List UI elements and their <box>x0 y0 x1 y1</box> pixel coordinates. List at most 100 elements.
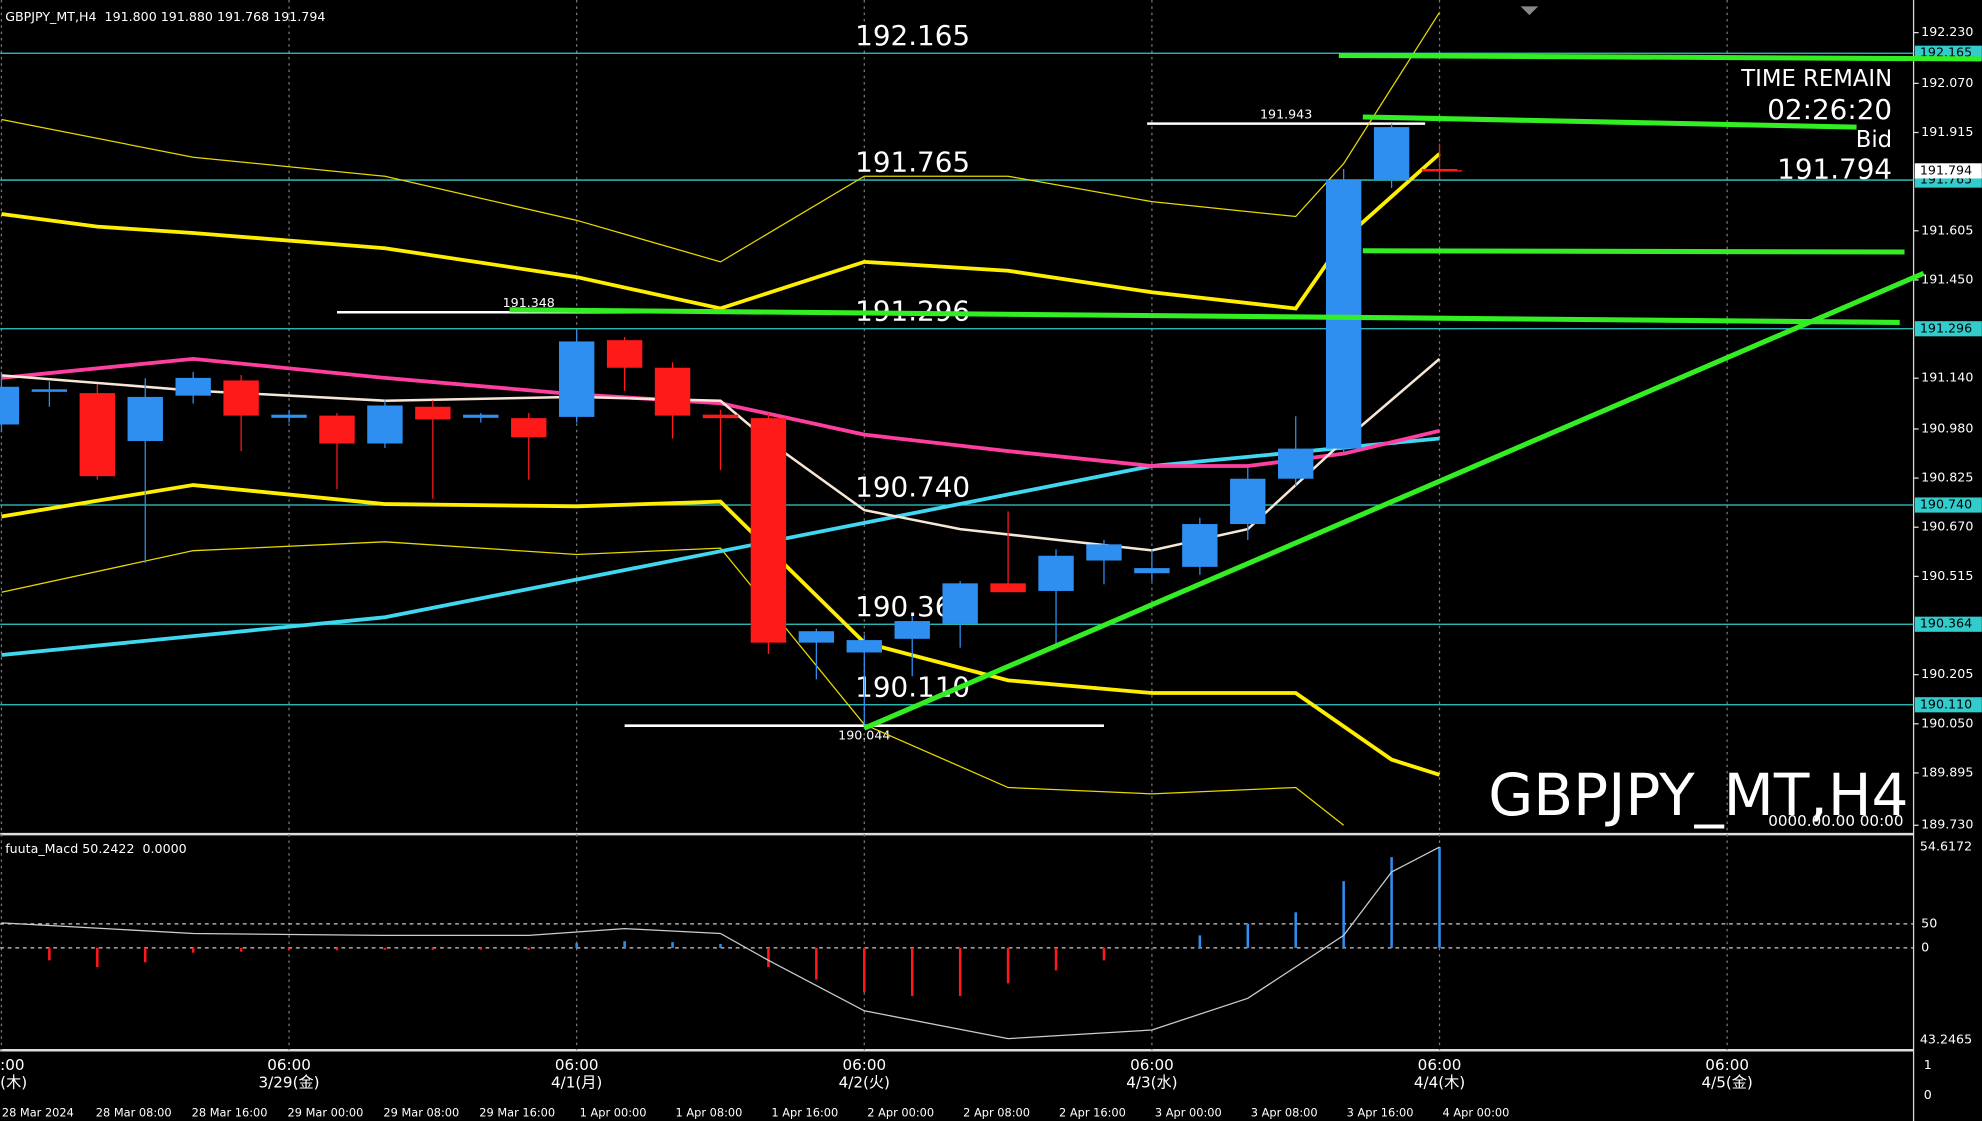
candle-body <box>511 418 547 438</box>
y-tick-label: 191.915 <box>1921 124 1973 139</box>
x-tick-time: 06:00 <box>555 1056 599 1074</box>
candle-body <box>463 414 499 418</box>
candle-body <box>558 341 595 417</box>
candle-body <box>223 380 259 416</box>
time-label: 2 Apr 00:00 <box>867 1105 934 1119</box>
time-label: 28 Mar 16:00 <box>192 1105 268 1119</box>
candle-body <box>1086 544 1122 561</box>
level-box-label: 190.110 <box>1920 696 1972 711</box>
time-label: 28 Mar 08:00 <box>96 1105 172 1119</box>
y-tick-label: 189.895 <box>1921 764 1973 779</box>
candle-body <box>942 583 978 624</box>
macd-label: fuuta_Macd 50.2422 0.0000 <box>5 841 186 856</box>
time-label: 4 Apr 00:00 <box>1443 1105 1510 1119</box>
indicator-line <box>1 152 1441 311</box>
macd-max-label: 54.6172 <box>1920 838 1972 853</box>
macd-tick-label: 0 <box>1921 939 1929 954</box>
y-tick-label: 190.980 <box>1921 420 1973 435</box>
candle-body <box>798 631 835 643</box>
bid-box <box>1914 163 1982 179</box>
candle-body <box>1038 555 1074 591</box>
x-tick-date: 3/29(金) <box>259 1074 320 1092</box>
level-box-label: 191.296 <box>1920 320 1972 335</box>
candle-body <box>319 415 355 444</box>
corner-label: 1 <box>1924 1057 1932 1072</box>
time-remain: 02:26:20 <box>1767 93 1892 126</box>
corner-label: 0 <box>1924 1087 1932 1102</box>
level-box-label: 190.740 <box>1920 497 1972 512</box>
candle-body <box>894 621 930 639</box>
x-tick-time: 06:00 <box>267 1056 311 1074</box>
y-tick-label: 190.515 <box>1921 568 1973 583</box>
x-tick-date: 4/4(木) <box>1414 1074 1465 1092</box>
time-label: 2 Apr 16:00 <box>1059 1105 1126 1119</box>
chart-header: GBPJPY_MT,H4 191.800 191.880 191.768 191… <box>5 9 325 24</box>
shift-marker <box>1520 6 1539 16</box>
candle-body <box>990 583 1026 593</box>
time-label: 1 Apr 08:00 <box>676 1105 743 1119</box>
trendline <box>509 307 1900 325</box>
segment-label: 191.348 <box>503 295 555 310</box>
level-box <box>1914 697 1982 713</box>
segment-label: 190.044 <box>838 727 890 742</box>
candle-body <box>175 377 211 396</box>
time-label: 3 Apr 16:00 <box>1347 1105 1414 1119</box>
x-tick-date: 4/1(月) <box>551 1074 602 1092</box>
candle-body <box>1373 127 1410 181</box>
x-tick-time: 06:00 <box>842 1056 886 1074</box>
x-tick-time: 06:00 <box>1705 1056 1749 1074</box>
y-tick-label: 190.825 <box>1921 470 1973 485</box>
level-label: 192.165 <box>855 19 970 52</box>
time-label: 28 Mar 2024 <box>2 1105 74 1119</box>
time-label: 2 Apr 08:00 <box>963 1105 1030 1119</box>
candle-body <box>415 406 451 420</box>
y-tick-label: 189.730 <box>1921 817 1973 832</box>
level-label: 191.765 <box>855 146 970 179</box>
candle-body <box>1230 478 1266 525</box>
y-tick-label: 191.450 <box>1921 271 1973 286</box>
candle-body <box>127 396 163 441</box>
candle-body <box>750 418 787 643</box>
watermark-sub: 0000.00.00 00:00 <box>1768 812 1903 830</box>
x-tick-time: :00 <box>0 1056 24 1074</box>
candle-body <box>271 414 307 418</box>
level-box <box>1914 616 1982 632</box>
macd-min-label: 43.2465 <box>1920 1032 1972 1047</box>
y-tick-label: 191.140 <box>1921 370 1973 385</box>
indicator-line <box>1 12 1441 263</box>
level-box <box>1914 497 1982 513</box>
candle-body <box>846 640 882 653</box>
macd-signal <box>1 846 1440 1040</box>
trendline <box>1338 52 1982 62</box>
macd-tick-label: 50 <box>1921 915 1937 930</box>
x-tick-time: 06:00 <box>1130 1056 1174 1074</box>
y-tick-label: 191.605 <box>1921 222 1973 237</box>
candle-body <box>654 367 691 416</box>
candle-body <box>31 389 68 392</box>
candle-body <box>367 405 403 444</box>
indicator-line <box>1 541 1345 826</box>
x-tick-date: (木) <box>0 1074 27 1092</box>
time-remain-label: TIME REMAIN <box>1740 66 1892 92</box>
x-tick-time: 06:00 <box>1418 1056 1462 1074</box>
time-label: 1 Apr 00:00 <box>580 1105 647 1119</box>
bid-label: Bid <box>1856 127 1892 153</box>
bid-box-label: 191.794 <box>1920 162 1972 177</box>
y-tick-label: 192.230 <box>1921 24 1973 39</box>
y-tick-label: 190.050 <box>1921 715 1973 730</box>
level-box-label: 192.165 <box>1920 45 1972 60</box>
y-tick-label: 190.670 <box>1921 519 1973 534</box>
x-tick-date: 4/2(火) <box>839 1074 890 1092</box>
trendline <box>1362 248 1905 255</box>
time-label: 1 Apr 16:00 <box>771 1105 838 1119</box>
segment-label: 191.943 <box>1260 106 1312 121</box>
candle-body <box>1278 448 1314 479</box>
candle-body <box>1182 524 1218 567</box>
level-box <box>1914 321 1982 337</box>
time-label: 29 Mar 16:00 <box>479 1105 555 1119</box>
candle-body <box>1134 568 1170 574</box>
time-label: 29 Mar 08:00 <box>383 1105 459 1119</box>
x-tick-date: 4/3(水) <box>1126 1074 1177 1092</box>
